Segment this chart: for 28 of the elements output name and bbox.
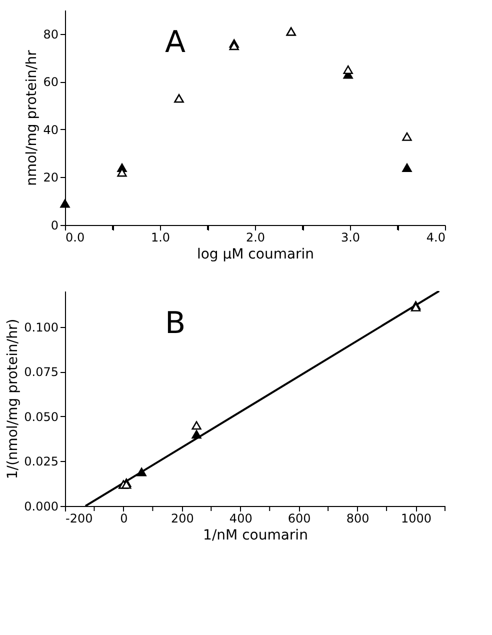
y-tick-label: 0.000 — [24, 500, 58, 514]
y-tick-label: 80 — [43, 27, 58, 42]
x-tick-label: 600 — [288, 512, 311, 526]
y-tick-label: 0.050 — [24, 410, 58, 424]
y-axis-title: nmol/mg protein/hr — [24, 50, 40, 186]
y-tick-label: 0.075 — [24, 365, 58, 380]
x-tick-label: 1000 — [400, 512, 432, 526]
x-tick-label: 1.0 — [150, 230, 170, 244]
x-tick-label: -200 — [66, 512, 93, 526]
x-tick-label: 200 — [170, 512, 194, 526]
y-tick-label: 0.100 — [24, 320, 58, 334]
x-axis-title: log µM coumarin — [196, 246, 314, 262]
annotation: A — [165, 25, 186, 60]
x-tick-label: 0.0 — [66, 230, 85, 244]
x-tick-label: 0 — [120, 512, 128, 526]
y-tick-label: 0.025 — [24, 454, 58, 469]
x-tick-label: 400 — [229, 512, 252, 526]
y-tick-label: 40 — [43, 122, 58, 137]
x-tick-label: 2.0 — [246, 230, 266, 244]
annotation: B — [165, 306, 186, 341]
y-axis-title: 1/(nmol/mg protein/hr) — [5, 318, 22, 480]
y-tick-label: 0 — [50, 218, 58, 232]
x-tick-label: 800 — [346, 512, 370, 526]
x-tick-label: 4.0 — [426, 230, 446, 244]
x-tick-label: 3.0 — [340, 230, 360, 244]
y-tick-label: 60 — [43, 75, 58, 90]
y-tick-label: 20 — [43, 170, 58, 185]
x-axis-title: 1/nM coumarin — [203, 528, 308, 544]
